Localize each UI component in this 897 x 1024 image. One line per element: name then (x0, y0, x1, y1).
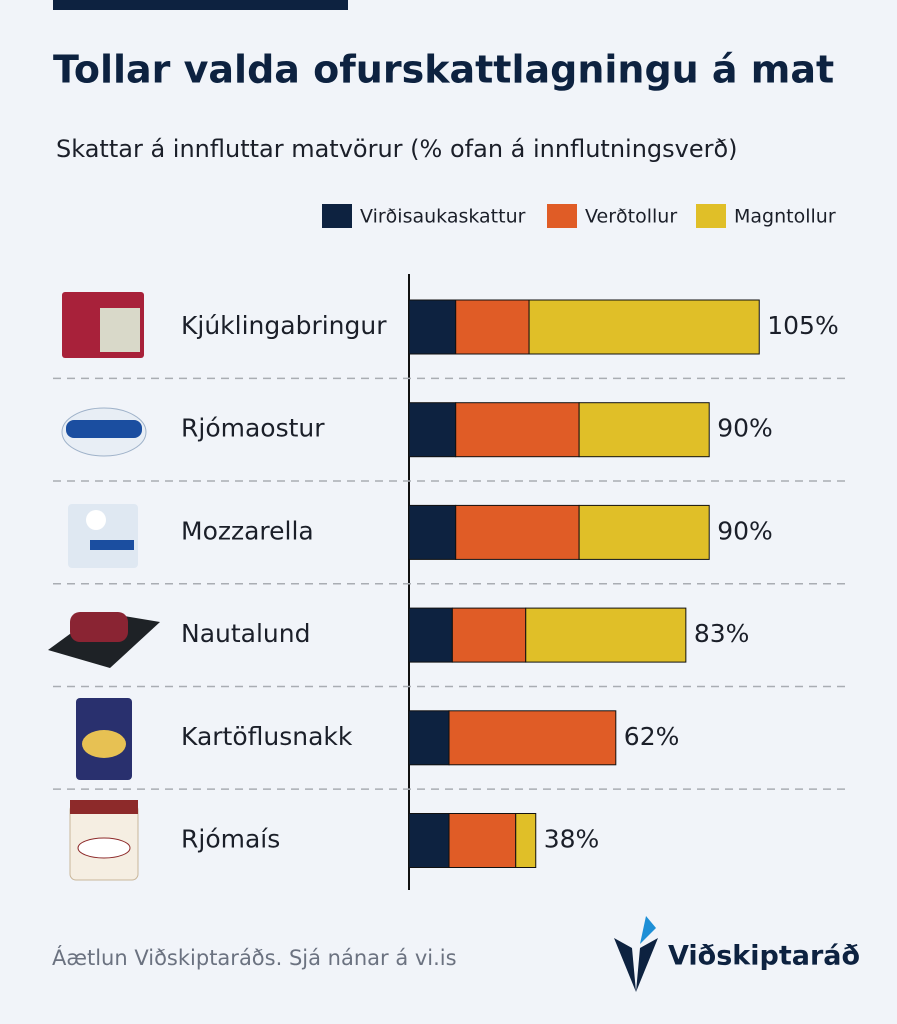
category-label: Rjómaostur (181, 414, 325, 443)
footer-source: Áætlun Viðskiptaráðs. Sjá nánar á vi.is (52, 945, 457, 970)
total-label: 105% (767, 311, 838, 340)
top-bar (53, 0, 348, 10)
bar-segment (515, 813, 537, 868)
legend-swatch (696, 204, 726, 228)
category-label: Kartöflusnakk (181, 722, 353, 751)
category-label: Nautalund (181, 619, 311, 648)
bar-segment (448, 813, 517, 868)
total-label: 83% (694, 619, 750, 648)
legend-label: Magntollur (734, 206, 836, 228)
legend-label: Verðtollur (585, 206, 677, 228)
bar-segment (455, 402, 580, 458)
category-label: Rjómaís (181, 825, 280, 854)
bar-segment (448, 710, 617, 766)
category-label: Kjúklingabringur (181, 311, 387, 340)
bar-segment (578, 504, 710, 560)
chart-title: Tollar valda ofurskattlagningu á mat (53, 48, 834, 92)
category-label: Mozzarella (181, 516, 314, 545)
product-images (48, 292, 160, 881)
legend-label: Virðisaukaskattur (360, 206, 526, 228)
bar-segment (578, 402, 710, 458)
bar-segment (408, 710, 450, 766)
bar-segment (408, 813, 450, 868)
bar-segment (408, 504, 457, 560)
logo-text: Viðskiptaráð (668, 941, 860, 972)
total-label: 90% (717, 414, 773, 443)
chart-subtitle: Skattar á innfluttar matvörur (% ofan á … (56, 135, 738, 163)
bar-segment (455, 504, 580, 560)
bar-segment (451, 607, 527, 663)
legend-swatch (547, 204, 577, 228)
legend-swatch (322, 204, 352, 228)
total-label: 38% (544, 825, 600, 854)
bar-segment (455, 299, 530, 355)
bar-segment (525, 607, 687, 663)
total-label: 90% (717, 516, 773, 545)
total-label: 62% (624, 722, 680, 751)
bar-segment (528, 299, 760, 355)
bar-segment (408, 607, 453, 663)
logo: Viðskiptaráð (614, 916, 860, 992)
bar-segment (408, 402, 457, 458)
bar-segment (408, 299, 457, 355)
